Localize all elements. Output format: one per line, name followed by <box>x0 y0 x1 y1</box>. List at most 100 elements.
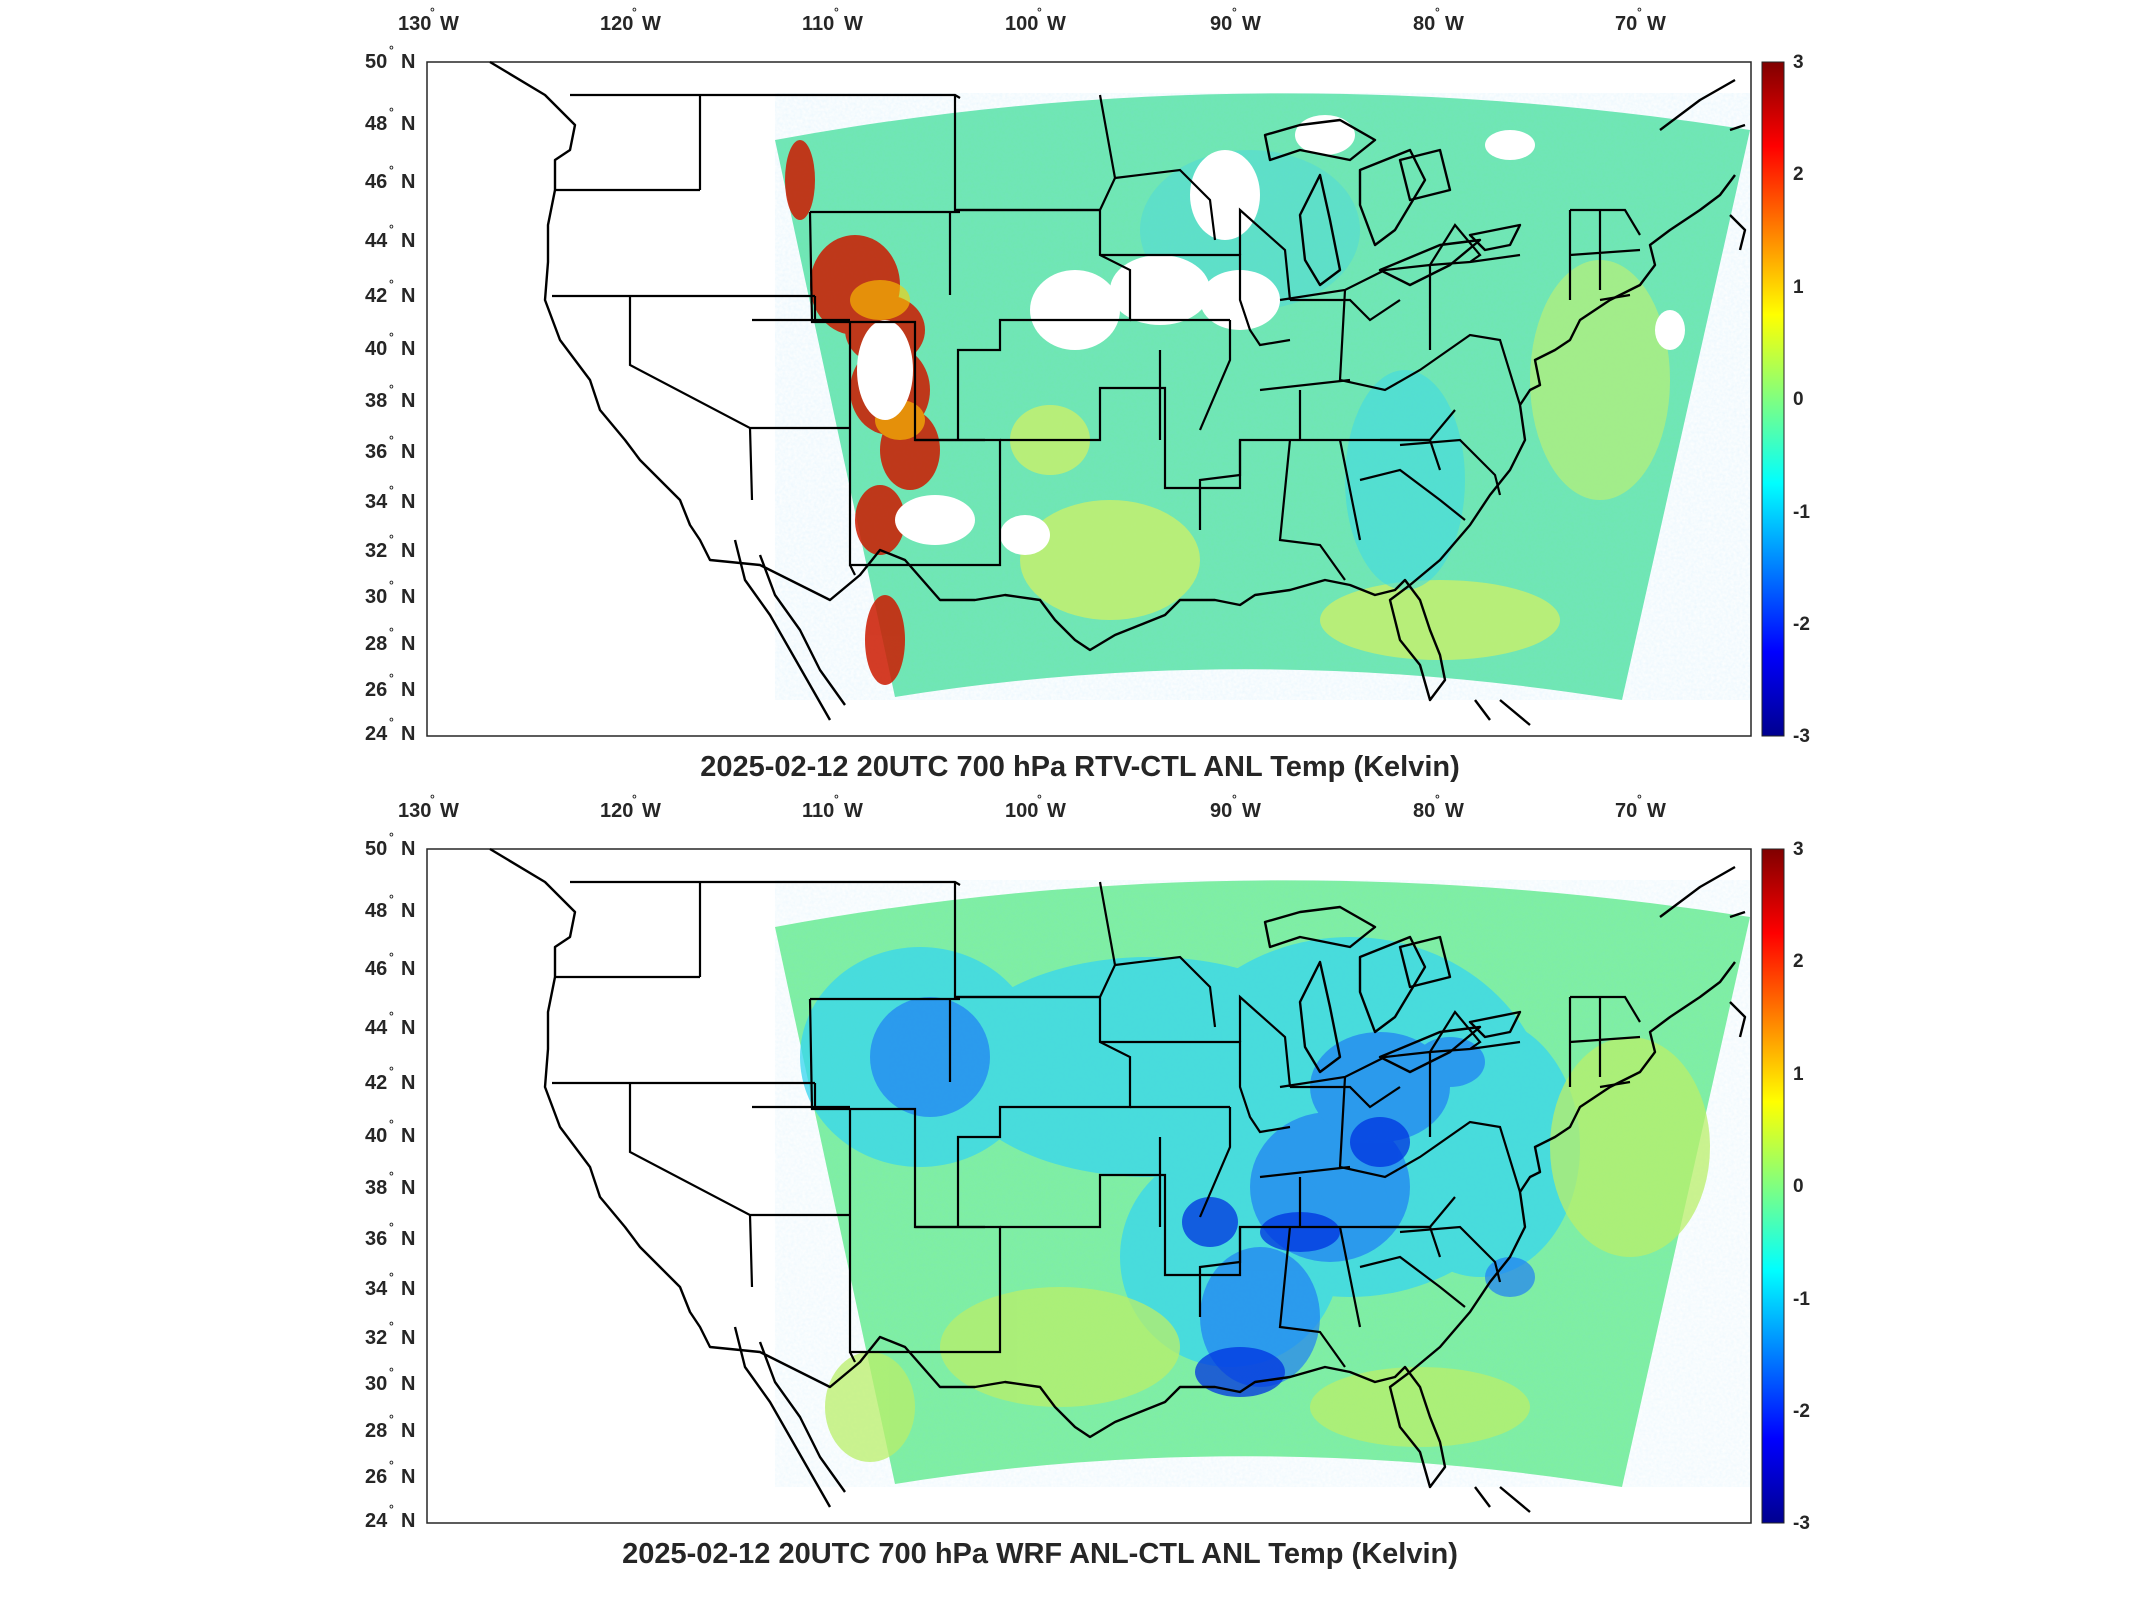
lat-hemisphere: N <box>401 113 415 135</box>
lat-value: 30 <box>365 1373 387 1395</box>
lat-hemisphere: N <box>401 838 415 860</box>
svg-text:°: ° <box>834 5 839 19</box>
latitude-labels: 50°N48°N46°N44°N42°N40°N38°N36°N34°N32°N… <box>365 43 415 745</box>
svg-text:110: 110 <box>802 13 834 35</box>
positive-anomaly-region <box>825 1037 1710 1462</box>
lat-degree: ° <box>389 105 394 119</box>
longitude-labels: 130°W 120°W 110°W 100°W 90°W 80°W 70°W <box>398 5 1666 35</box>
lat-value: 46 <box>365 171 387 193</box>
lat-degree: ° <box>389 330 394 344</box>
colorbar-top: 3 2 1 0 -1 -2 -3 <box>1761 52 1810 747</box>
lat-label: 48° N <box>365 105 415 135</box>
svg-text:W: W <box>440 13 459 35</box>
colorbar-tick-label: -3 <box>1793 1513 1810 1534</box>
svg-text:°: ° <box>1037 5 1042 19</box>
lat-hemisphere: N <box>401 390 415 412</box>
lat-degree: ° <box>389 1220 394 1234</box>
svg-text:90: 90 <box>1210 13 1232 35</box>
lat-hemisphere: N <box>401 1327 415 1349</box>
lat-degree: ° <box>389 671 394 685</box>
colorbar-tick-label: 0 <box>1793 1176 1804 1197</box>
lat-label: 46° N <box>365 163 415 193</box>
lat-hemisphere: N <box>401 285 415 307</box>
lat-hemisphere: N <box>401 491 415 513</box>
state-borders <box>552 880 1641 1368</box>
lat-label: 48° N <box>365 892 415 922</box>
svg-text:°: ° <box>1232 792 1237 806</box>
lon-label: 130° W <box>398 5 459 35</box>
svg-text:W: W <box>1047 800 1066 822</box>
lat-value: 50 <box>365 51 387 73</box>
lat-value: 24 <box>365 1510 388 1532</box>
svg-text:120: 120 <box>600 800 633 822</box>
lat-hemisphere: N <box>401 1017 415 1039</box>
svg-text:W: W <box>1647 800 1666 822</box>
lat-degree: ° <box>389 1365 394 1379</box>
svg-text:°: ° <box>430 5 435 19</box>
svg-text:W: W <box>844 13 863 35</box>
svg-text:W: W <box>1647 13 1666 35</box>
svg-text:W: W <box>642 800 661 822</box>
us-outline <box>489 60 1747 726</box>
lat-value: 38 <box>365 390 387 412</box>
lat-degree: ° <box>389 1502 394 1516</box>
panel-title: 2025-02-12 20UTC 700 hPa WRF ANL-CTL ANL… <box>622 1538 1458 1570</box>
lat-label: 50° N <box>365 830 415 860</box>
lat-hemisphere: N <box>401 1278 415 1300</box>
lat-degree: ° <box>389 578 394 592</box>
lat-hemisphere: N <box>401 1466 415 1488</box>
lon-label: 110° W <box>802 792 863 822</box>
latitude-labels: 50°N48°N46°N44°N42°N40°N38°N36°N34°N32°N… <box>365 830 415 1532</box>
lat-value: 36 <box>365 441 387 463</box>
coastline <box>489 847 1736 1489</box>
colorbar <box>1761 848 1785 1524</box>
great-lakes <box>1263 905 1522 1074</box>
lat-degree: ° <box>389 1169 394 1183</box>
state-borders <box>552 93 1641 581</box>
lat-hemisphere: N <box>401 586 415 608</box>
lat-hemisphere: N <box>401 171 415 193</box>
svg-text:°: ° <box>632 5 637 19</box>
lat-value: 24 <box>365 723 388 745</box>
lon-label: 120° W <box>600 5 661 35</box>
svg-text:W: W <box>1242 13 1261 35</box>
lat-degree: ° <box>389 163 394 177</box>
colorbar-tick-label: 0 <box>1793 389 1804 410</box>
colorbar-tick-label: -1 <box>1793 502 1810 523</box>
lat-label: 40° N <box>365 330 415 360</box>
svg-text:W: W <box>440 800 459 822</box>
lat-label: 32° N <box>365 532 415 562</box>
lat-label: 32° N <box>365 1319 415 1349</box>
lat-hemisphere: N <box>401 1072 415 1094</box>
lat-degree: ° <box>389 1009 394 1023</box>
svg-text:°: ° <box>1637 792 1642 806</box>
colorbar-tick-label: 2 <box>1793 951 1804 972</box>
lat-value: 46 <box>365 958 387 980</box>
lat-value: 30 <box>365 586 387 608</box>
lat-degree: ° <box>389 532 394 546</box>
lat-hemisphere: N <box>401 540 415 562</box>
lat-degree: ° <box>389 892 394 906</box>
panel-title: 2025-02-12 20UTC 700 hPa RTV-CTL ANL Tem… <box>700 751 1460 783</box>
lat-label: 26° N <box>365 1458 415 1488</box>
lat-label: 36° N <box>365 433 415 463</box>
coastline <box>489 60 1736 702</box>
lat-label: 38° N <box>365 382 415 412</box>
lat-value: 44 <box>365 1017 388 1039</box>
lat-value: 44 <box>365 230 388 252</box>
lat-hemisphere: N <box>401 1373 415 1395</box>
colorbar-tick-label: 3 <box>1793 52 1804 73</box>
lat-label: 28° N <box>365 1412 415 1442</box>
lat-value: 42 <box>365 285 387 307</box>
lat-degree: ° <box>389 1412 394 1426</box>
lat-value: 42 <box>365 1072 387 1094</box>
lon-label: 80° W <box>1413 5 1464 35</box>
strongest-negative-region <box>1182 1117 1410 1397</box>
map-panel-bottom: 3 2 1 0 -1 -2 -3 130°W 120°W 110°W 100°W… <box>365 792 1810 1570</box>
coastline-baja <box>733 1326 846 1508</box>
lat-label: 36° N <box>365 1220 415 1250</box>
lat-hemisphere: N <box>401 958 415 980</box>
lat-hemisphere: N <box>401 900 415 922</box>
lat-degree: ° <box>389 1117 394 1131</box>
